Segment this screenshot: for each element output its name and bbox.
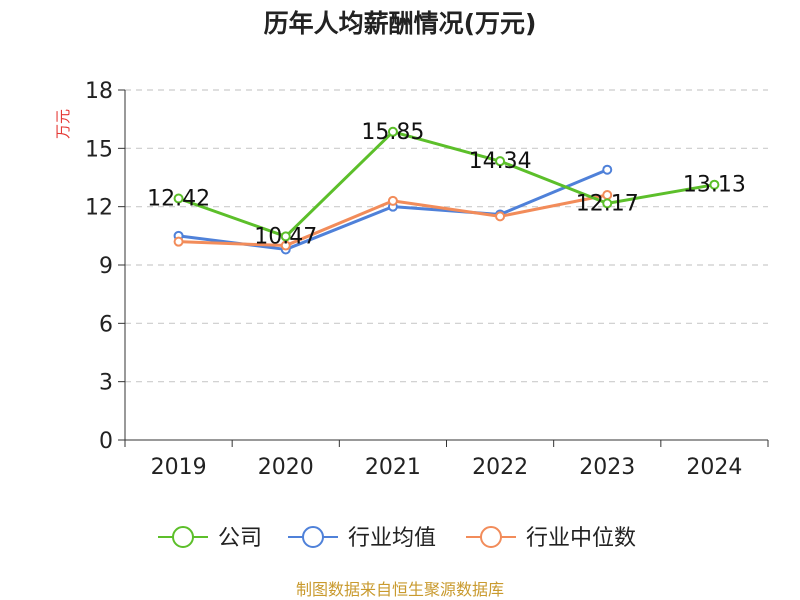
legend-label: 行业均值: [348, 526, 436, 551]
data-point: [387, 195, 398, 206]
data-point: [709, 179, 720, 190]
y-tick-label: 9: [99, 254, 113, 279]
gridlines: [125, 89, 768, 383]
legend-label: 行业中位数: [526, 526, 636, 551]
y-tick-label: 6: [99, 312, 113, 337]
data-point: [173, 193, 184, 204]
y-tick-label: 12: [85, 196, 113, 221]
x-tick-label: 2020: [258, 455, 314, 480]
y-tick-label: 3: [99, 371, 113, 396]
y-tick-label: 15: [85, 137, 113, 162]
data-point: [602, 198, 613, 209]
legend-marker: [302, 526, 324, 548]
x-tick-label: 2019: [151, 455, 207, 480]
data-label: 15.85: [361, 120, 424, 145]
data-point: [495, 211, 506, 222]
data-point: [280, 240, 291, 251]
data-label: 10.47: [254, 224, 317, 249]
legend: 公司 行业均值 行业中位数: [158, 526, 636, 551]
x-tick-label: 2021: [365, 455, 421, 480]
data-label: 13.13: [683, 173, 746, 198]
legend-marker: [480, 526, 502, 548]
x-tick-label: 2023: [579, 455, 635, 480]
legend-marker: [172, 526, 194, 548]
data-point: [173, 236, 184, 247]
data-point: [387, 126, 398, 137]
data-label: 14.34: [469, 149, 532, 174]
data-point: [495, 156, 506, 167]
y-tick-label: 0: [99, 429, 113, 454]
y-tick-label: 18: [85, 79, 113, 104]
y-axis-label: 万元: [54, 109, 72, 139]
data-point: [602, 164, 613, 175]
data-label: 12.42: [147, 187, 210, 212]
data-point: [280, 231, 291, 242]
data-label: 12.17: [576, 191, 639, 216]
axes: 0 3 6 9 12 15 18 2019 2020 2021 2022 2023 2024: [85, 79, 769, 480]
chart-title: 历年人均薪酬情况(万元): [264, 9, 537, 38]
series-line: [178, 130, 715, 238]
series-layer: [173, 126, 720, 255]
x-tick-label: 2022: [472, 455, 528, 480]
source-note: 制图数据来自恒生聚源数据库: [296, 580, 504, 599]
x-tick-label: 2024: [686, 455, 742, 480]
data-labels: 12.42 10.47 15.85 14.34 12.17 13.13: [147, 120, 746, 250]
legend-label: 公司: [218, 526, 262, 551]
